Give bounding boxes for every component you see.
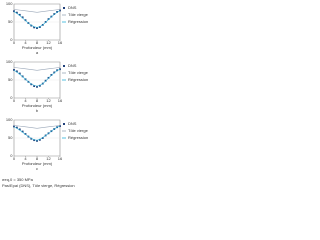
x-tick-label: 0 — [13, 156, 16, 161]
x-axis-label: Profondeur (mm) — [22, 45, 53, 50]
data-point — [38, 84, 41, 87]
y-tick-label: 0 — [10, 153, 13, 158]
y-tick-label: 50 — [8, 19, 13, 24]
x-axis-label: Profondeur (mm) — [22, 103, 53, 108]
y-tick-label: 100 — [6, 117, 13, 122]
series-line — [13, 68, 61, 87]
panel-label: b — [36, 108, 39, 113]
x-tick-label: 12 — [46, 98, 51, 103]
x-tick-label: 8 — [36, 156, 39, 161]
data-point — [15, 126, 18, 129]
y-tick-label: 100 — [6, 59, 13, 64]
series-line — [13, 125, 61, 129]
x-tick-label: 16 — [58, 40, 63, 45]
x-tick-label: 8 — [36, 98, 39, 103]
y-tick-label: 50 — [8, 135, 13, 140]
x-tick-label: 8 — [36, 40, 39, 45]
page: σeq,0 = 350 MPa Pas/Epai (DNS), Tôle vie… — [0, 0, 100, 190]
y-tick-label: 100 — [6, 1, 13, 6]
x-tick-label: 16 — [58, 156, 63, 161]
data-point — [38, 26, 41, 28]
data-point — [15, 11, 18, 14]
data-point — [21, 130, 24, 133]
legend-swatch — [63, 7, 65, 9]
x-tick-label: 12 — [46, 156, 51, 161]
data-point — [18, 72, 21, 75]
data-point — [30, 137, 33, 140]
x-tick-label: 4 — [24, 40, 27, 45]
series-line — [13, 67, 61, 71]
legend-label: DNS — [68, 5, 77, 10]
data-point — [21, 16, 24, 19]
data-point — [38, 138, 41, 141]
data-point — [56, 69, 59, 72]
x-tick-label: 4 — [24, 156, 27, 161]
legend-swatch — [63, 65, 65, 67]
figure: σeq,0 = 350 MPa Pas/Epai (DNS), Tôle vie… — [2, 1, 89, 188]
data-point — [18, 128, 21, 131]
data-point — [36, 85, 38, 88]
legend-label: Tôle vierge — [68, 70, 89, 75]
x-tick-label: 0 — [13, 40, 16, 45]
legend-label: Régression — [68, 135, 88, 140]
data-point — [33, 85, 36, 88]
x-tick-label: 16 — [58, 98, 63, 103]
data-point — [13, 69, 15, 71]
series-line — [13, 9, 61, 13]
y-tick-label: 0 — [10, 95, 13, 100]
footer-line: Pas/Epai (DNS), Tôle vierge, Régression — [2, 183, 75, 188]
y-tick-label: 0 — [10, 37, 13, 42]
series-line — [13, 10, 61, 28]
y-tick-label: 50 — [8, 77, 13, 82]
x-tick-label: 4 — [24, 98, 27, 103]
legend-label: Tôle vierge — [68, 12, 89, 17]
data-point — [30, 83, 33, 86]
data-point — [33, 139, 36, 142]
panel-label: c — [36, 166, 38, 171]
data-point — [56, 11, 59, 13]
series-line — [13, 125, 61, 141]
data-point — [13, 125, 15, 128]
legend-label: DNS — [68, 121, 77, 126]
panel-label: a — [36, 50, 39, 55]
data-point — [36, 139, 38, 142]
x-axis-label: Profondeur (mm) — [22, 161, 53, 166]
legend-swatch — [63, 123, 65, 125]
data-point — [36, 27, 38, 30]
data-point — [30, 24, 33, 27]
data-point — [18, 13, 21, 16]
data-point — [33, 26, 36, 29]
legend-label: Régression — [68, 19, 88, 24]
x-tick-label: 0 — [13, 98, 16, 103]
data-point — [15, 70, 18, 73]
data-point — [41, 137, 44, 139]
footer-line: σeq,0 = 350 MPa — [2, 177, 34, 182]
data-point — [13, 10, 15, 13]
legend-label: DNS — [68, 63, 77, 68]
legend-label: Régression — [68, 77, 88, 82]
legend-label: Tôle vierge — [68, 128, 89, 133]
x-tick-label: 12 — [46, 40, 51, 45]
